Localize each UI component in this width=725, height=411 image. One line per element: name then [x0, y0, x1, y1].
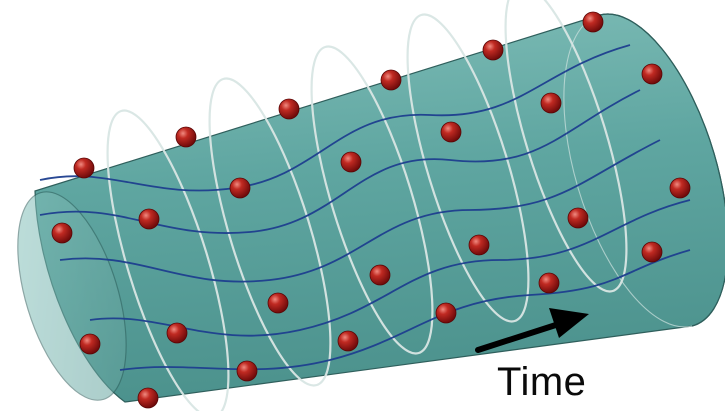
bead	[641, 63, 663, 85]
bead	[538, 272, 560, 294]
bead	[482, 39, 504, 61]
bead	[278, 98, 300, 120]
bead	[380, 69, 402, 91]
ring	[208, 77, 332, 387]
ring	[504, 0, 628, 293]
bead	[337, 330, 359, 352]
bead	[79, 333, 101, 355]
bead	[435, 302, 457, 324]
helix-line	[39, 44, 631, 192]
bead	[229, 177, 251, 199]
bead-group	[51, 11, 691, 409]
helix-line	[59, 139, 661, 283]
cylinder-far-end	[599, 13, 725, 327]
bead	[138, 208, 160, 230]
bead	[582, 11, 604, 33]
ring	[406, 13, 530, 323]
helix-line	[119, 249, 691, 371]
time-arrow	[475, 308, 589, 353]
bead	[468, 234, 490, 256]
bead	[51, 222, 73, 244]
ring-group	[106, 0, 628, 411]
bead	[440, 121, 462, 143]
bead	[137, 387, 159, 409]
helix-group	[39, 44, 691, 371]
bead	[540, 92, 562, 114]
bead	[166, 322, 188, 344]
bead	[340, 151, 362, 173]
bead	[73, 157, 95, 179]
bead	[641, 241, 663, 263]
bead	[369, 264, 391, 286]
bead	[175, 126, 197, 148]
time-label: Time	[497, 360, 587, 404]
bead	[567, 207, 589, 229]
ring	[310, 45, 434, 355]
bead	[669, 177, 691, 199]
ring	[106, 109, 230, 411]
bead	[236, 360, 258, 382]
bead	[267, 292, 289, 314]
